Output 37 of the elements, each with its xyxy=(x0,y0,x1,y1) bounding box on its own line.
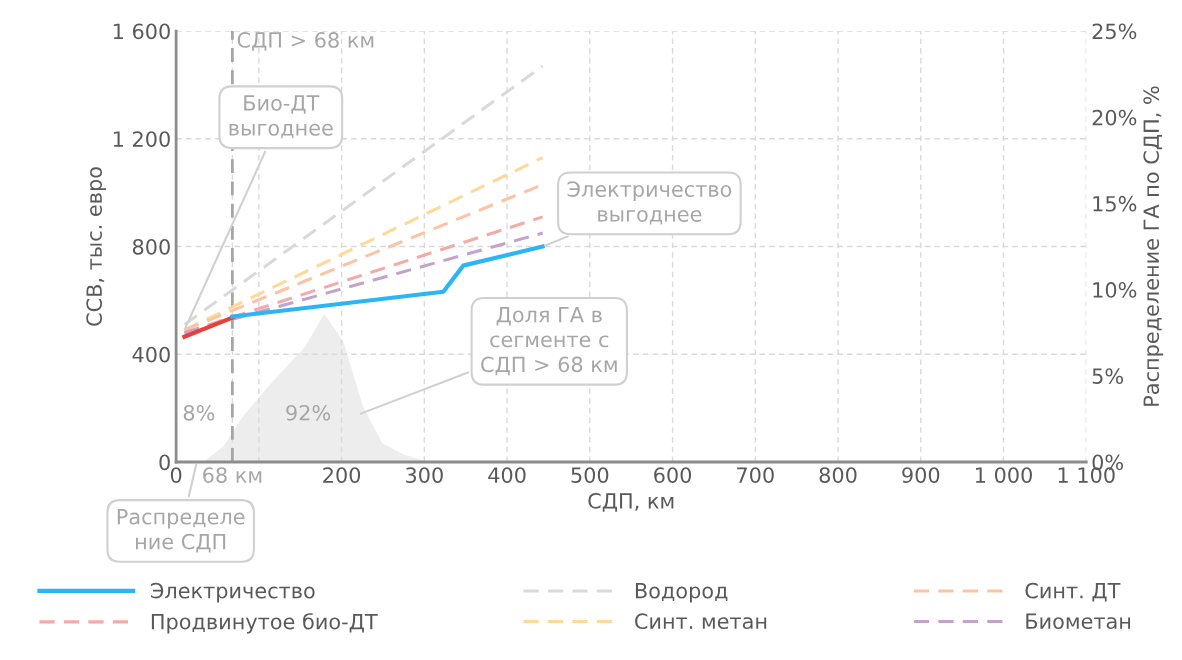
y2-tick-label: 25% xyxy=(1092,23,1137,40)
x-tick-label: 800 xyxy=(819,467,857,483)
legend-label: Электричество xyxy=(150,582,315,603)
y2-tick-label: 5% xyxy=(1092,368,1124,385)
x-tick-label: 600 xyxy=(654,467,692,483)
y-tick-label: 1 200 xyxy=(113,131,170,147)
y-tick-label: 800 xyxy=(132,238,170,255)
x-tick-label: 200 xyxy=(323,467,361,483)
x-tick-label: 68 км xyxy=(203,467,262,483)
legend-label: Синт. ДТ xyxy=(1025,582,1121,602)
annotation: 92% xyxy=(286,404,331,421)
y2-tick-label: 10% xyxy=(1093,282,1137,298)
y-tick-label: 0 xyxy=(159,454,170,471)
y-axis-title: ССВ, тыс. евро xyxy=(86,167,107,326)
y-tick-label: 400 xyxy=(132,346,170,363)
legend-label: Биометан xyxy=(1026,613,1131,630)
x-tick-label: 400 xyxy=(488,467,526,483)
annotation: Доля ГА в сегменте с СДП > 68 км xyxy=(481,306,617,376)
annotation: 8% xyxy=(183,404,215,421)
annotation: Распределение СДП xyxy=(117,509,245,553)
annotation: Био-ДТ выгоднее xyxy=(229,95,333,139)
x-tick-label: 1 000 xyxy=(975,467,1032,483)
x-axis-title: СДП, км xyxy=(588,492,674,512)
x-tick-label: 0 xyxy=(170,467,182,483)
x-tick-label: 700 xyxy=(737,467,774,483)
x-tick-label: 500 xyxy=(571,467,609,483)
legend-label: Продвинутое био-ДТ xyxy=(151,612,378,634)
x-tick-label: 300 xyxy=(406,467,443,483)
legend-label: Водород xyxy=(635,583,728,603)
x-tick-label: 900 xyxy=(902,467,940,483)
annotation: Электричество выгоднее xyxy=(567,181,732,225)
ref-line-label: СДП > 68 км xyxy=(237,32,374,51)
legend-label: Синт. метан xyxy=(635,613,767,630)
y2-tick-label: 15% xyxy=(1093,195,1137,212)
y2-tick-label: 20% xyxy=(1092,109,1137,126)
y-tick-label: 1 600 xyxy=(113,23,170,40)
y2-axis-title: Распределение ГА по СДП, % xyxy=(1143,86,1164,406)
